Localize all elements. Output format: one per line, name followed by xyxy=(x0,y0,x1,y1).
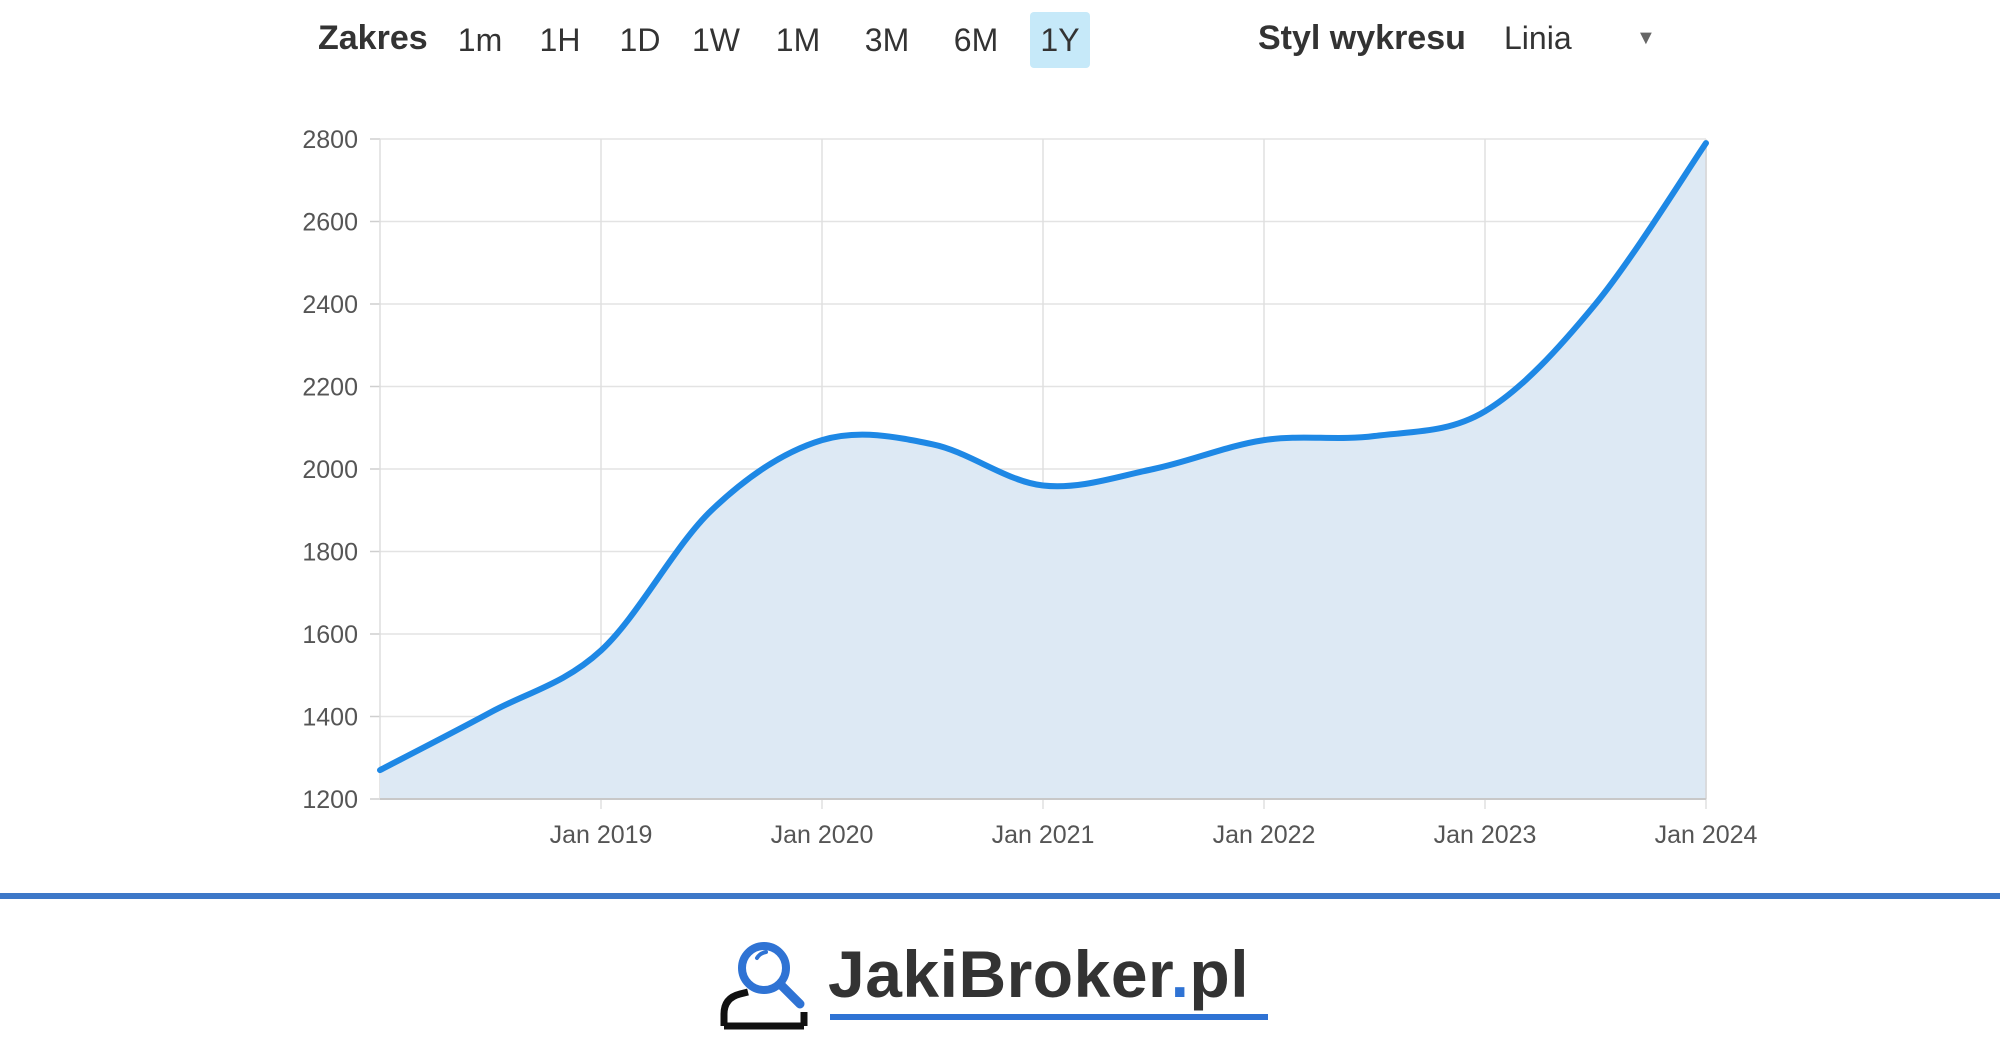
footer-divider xyxy=(0,893,2000,899)
logo-name: JakiBroker xyxy=(828,937,1171,1011)
range-button[interactable]: 1H xyxy=(539,22,581,58)
y-tick-label: 1800 xyxy=(302,539,358,567)
range-button[interactable]: 1M xyxy=(775,22,821,58)
chart-style-label: Styl wykresu xyxy=(1258,19,1466,57)
x-tick-label: Jan 2020 xyxy=(771,821,874,849)
chart-style-select[interactable]: Linia ▼ xyxy=(1490,10,1670,66)
range-label: Zakres xyxy=(318,19,428,57)
y-tick-label: 2400 xyxy=(302,291,358,319)
series-line xyxy=(377,140,1709,774)
y-tick-label: 1600 xyxy=(302,621,358,649)
logo-dot: . xyxy=(1170,937,1190,1011)
range-button[interactable]: 1D xyxy=(619,22,661,58)
x-tick-label: Jan 2022 xyxy=(1213,821,1316,849)
x-tick-label: Jan 2019 xyxy=(550,821,653,849)
x-axis: Jan 2019 Jan 2020 Jan 2021 Jan 2022 Jan 2023… xyxy=(550,821,1758,849)
chart-series xyxy=(377,140,1709,800)
x-tick-label: Jan 2023 xyxy=(1434,821,1537,849)
y-tick-label: 2800 xyxy=(302,126,358,154)
logo-text: JakiBroker.pl xyxy=(828,934,1249,1014)
range-button[interactable]: 1Y xyxy=(1030,12,1090,68)
range-button[interactable]: 3M xyxy=(864,22,910,58)
series-area xyxy=(380,143,1706,800)
range-button[interactable]: 1W xyxy=(692,22,740,58)
x-tick-label: Jan 2021 xyxy=(992,821,1095,849)
chart-style-value: Linia xyxy=(1504,20,1572,56)
price-chart: 1200 1400 1600 1800 2000 2200 2400 2600 2800 Jan… xyxy=(302,126,1758,849)
y-tick-label: 1200 xyxy=(302,786,358,814)
range-button[interactable]: 6M xyxy=(953,22,999,58)
jakibroker-logo[interactable]: JakiBroker.pl xyxy=(718,930,1278,1030)
y-tick-label: 2000 xyxy=(302,456,358,484)
chevron-down-icon: ▼ xyxy=(1636,27,1656,49)
chart-toolbar: Zakres 1m 1H 1D 1W 1M 3M 6M 1Y Styl wykresu Lin… xyxy=(0,0,2000,80)
y-tick-label: 2200 xyxy=(302,374,358,402)
range-button[interactable]: 1m xyxy=(457,22,503,58)
logo-underline xyxy=(830,1014,1268,1020)
magnifier-person-icon xyxy=(720,942,808,1030)
y-axis: 1200 1400 1600 1800 2000 2200 2400 2600 2800 xyxy=(302,126,358,814)
y-tick-label: 1400 xyxy=(302,704,358,732)
x-tick-label: Jan 2024 xyxy=(1655,821,1758,849)
y-tick-label: 2600 xyxy=(302,209,358,237)
logo-tld: pl xyxy=(1189,937,1250,1011)
